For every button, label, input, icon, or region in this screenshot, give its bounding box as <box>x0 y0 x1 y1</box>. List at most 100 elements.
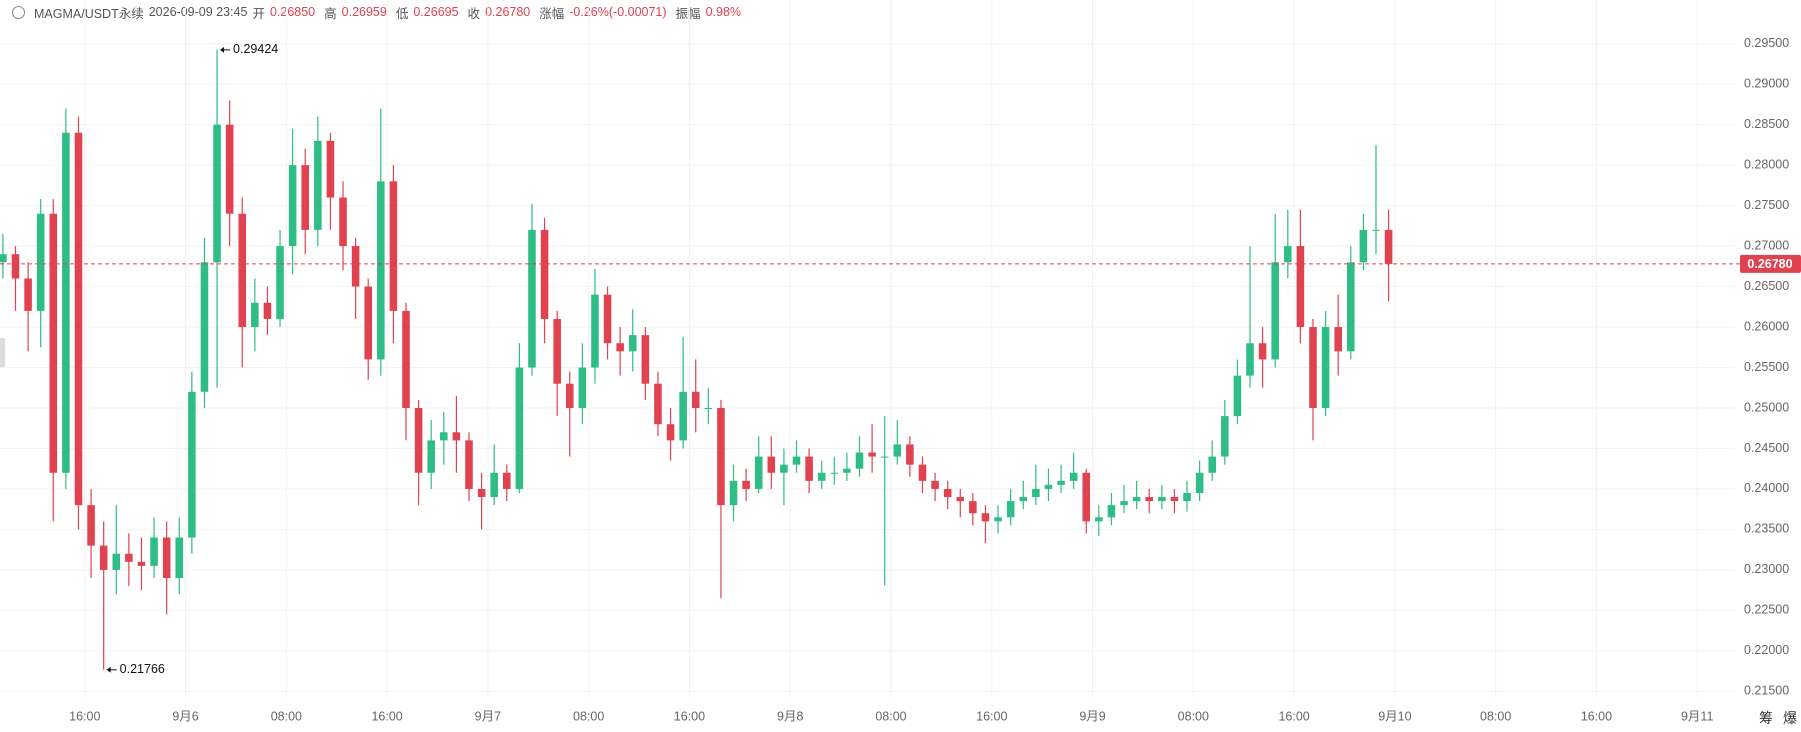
candle-body <box>1145 497 1154 502</box>
candle-body <box>49 213 58 473</box>
value: 0.26695 <box>413 5 459 19</box>
side-handle[interactable] <box>0 338 5 368</box>
candle-body <box>251 302 259 328</box>
y-tick-label: 0.22000 <box>1744 643 1789 657</box>
candle-body <box>137 561 146 566</box>
y-tick-label: 0.27500 <box>1744 198 1789 212</box>
candle-body <box>591 294 599 368</box>
candle-body <box>74 132 83 506</box>
candle-body <box>1347 262 1355 352</box>
candle-body <box>553 318 561 384</box>
x-tick-label: 08:00 <box>271 709 302 723</box>
side-tool[interactable]: 筹 <box>1759 710 1773 726</box>
candle-body <box>213 124 221 263</box>
candle-body <box>994 517 1002 522</box>
candle-body <box>729 480 738 506</box>
candle-body <box>503 472 511 489</box>
candle-body <box>1170 497 1179 502</box>
candle-body <box>1309 327 1317 408</box>
candle-body <box>1183 493 1191 502</box>
candle-body <box>314 140 322 230</box>
candle-body <box>679 391 687 441</box>
x-tick-label: 16:00 <box>976 709 1007 723</box>
candle-body <box>780 464 788 473</box>
candle-body <box>1044 484 1053 489</box>
candle-body <box>440 432 448 441</box>
x-tick-label: 16:00 <box>1278 709 1309 723</box>
candle-body <box>805 456 813 481</box>
x-tick-label: 16:00 <box>674 709 705 723</box>
candle-body <box>364 286 372 360</box>
candle-body <box>162 537 171 578</box>
candle-body <box>326 140 335 198</box>
value: 0.98% <box>705 5 742 19</box>
y-tick-label: 0.26000 <box>1744 319 1789 333</box>
candle-body <box>1296 246 1305 328</box>
candle-body <box>24 278 32 311</box>
candle-body <box>641 335 650 384</box>
candle-body <box>981 513 990 522</box>
candle-body <box>389 181 398 311</box>
candle-body <box>200 262 209 392</box>
y-tick-label: 0.23500 <box>1744 522 1789 536</box>
candle-body <box>1082 472 1091 522</box>
candle-body <box>868 452 876 457</box>
current-price-label: 0.26780 <box>1747 257 1792 271</box>
candle-body <box>603 294 612 344</box>
candle-body <box>377 181 385 360</box>
candle-body <box>99 545 108 570</box>
y-tick-label: 0.29000 <box>1744 76 1789 90</box>
candle-body <box>1107 505 1116 518</box>
y-tick-label: 0.29500 <box>1744 36 1789 50</box>
candle-body <box>452 432 461 441</box>
candle-body <box>1321 327 1330 408</box>
annotation: 0.21766 <box>120 662 165 676</box>
candle-body <box>691 391 700 408</box>
value: 0.26780 <box>485 5 531 19</box>
candle-body <box>578 367 587 408</box>
candle-body <box>1233 375 1242 417</box>
candle-body <box>880 456 889 458</box>
candle-body <box>969 501 977 514</box>
candle-body <box>843 468 851 473</box>
y-tick-label: 0.28500 <box>1744 117 1789 131</box>
candle-body <box>906 444 914 465</box>
y-tick-label: 0.27000 <box>1744 238 1789 252</box>
x-tick-label: 16:00 <box>371 709 402 723</box>
candle-body <box>125 553 133 562</box>
x-tick-label: 9月11 <box>1681 709 1713 723</box>
time: 2026-09-09 23:45 <box>148 5 248 19</box>
candle-body <box>301 165 310 230</box>
candle-body <box>1208 456 1216 473</box>
side-tool[interactable]: 爆 <box>1783 710 1797 726</box>
x-tick-label: 16:00 <box>69 709 100 723</box>
candle-body <box>1334 327 1342 352</box>
value: -0.26%(-0.00071) <box>569 5 667 19</box>
candle-body <box>1120 501 1128 506</box>
candle-body <box>1095 517 1103 522</box>
candle-body <box>628 335 637 352</box>
header: MAGMA/USDT永续 2026-09-09 23:45 开 0.26850 高… <box>12 2 745 22</box>
label: 涨幅 <box>539 6 565 21</box>
x-tick-label: 9月7 <box>475 709 501 723</box>
candle-body <box>1271 262 1279 360</box>
candle-body <box>414 408 423 473</box>
candle-body <box>402 310 410 408</box>
candle-body <box>263 302 272 319</box>
candle-body <box>0 254 7 263</box>
label: 低 <box>395 6 409 21</box>
y-tick-label: 0.26500 <box>1744 279 1789 293</box>
candle-body <box>36 213 45 311</box>
candle-body <box>1158 497 1166 502</box>
candle-body <box>150 537 158 566</box>
y-tick-label: 0.25000 <box>1744 400 1789 414</box>
candle-body <box>931 480 939 489</box>
label: 高 <box>324 6 337 21</box>
candle-body <box>767 456 776 473</box>
candle-body <box>893 444 902 457</box>
x-tick-label: 08:00 <box>875 709 906 723</box>
collapse-icon[interactable] <box>12 5 25 19</box>
y-tick-label: 0.21500 <box>1744 684 1789 698</box>
candle-body <box>87 505 95 546</box>
